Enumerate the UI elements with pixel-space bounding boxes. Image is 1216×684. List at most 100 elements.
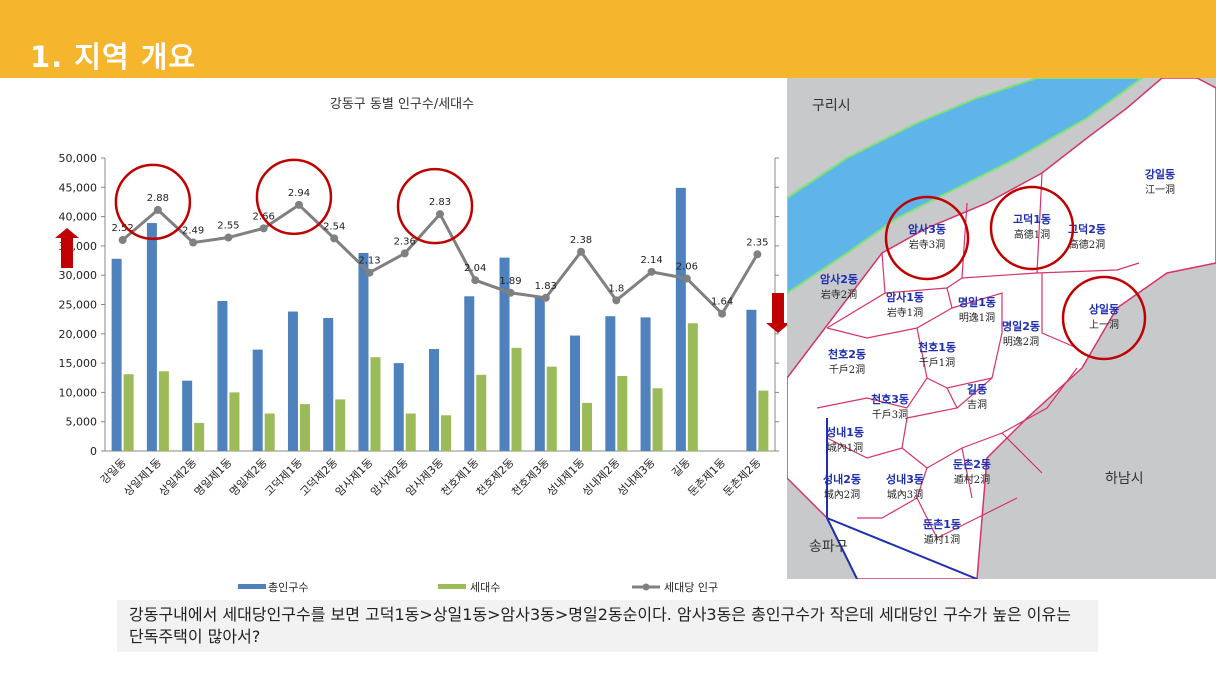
city-label-guri: 구리시 [812, 98, 851, 114]
y-tick-label: 15,000 [59, 357, 98, 370]
line-point [259, 224, 268, 233]
legend-swatch-households [438, 584, 466, 589]
bar-total-population [287, 311, 298, 451]
map-district-name: 길동 [967, 383, 987, 396]
x-tick-label: 고덕제2동 [298, 456, 341, 499]
map-district-hanja: 城內3洞 [887, 489, 923, 501]
line-data-label: 2.52 [111, 223, 133, 234]
bar-households [123, 374, 134, 451]
map-highlight-circle [1061, 275, 1147, 361]
line-point [400, 249, 409, 258]
bar-households [582, 402, 593, 451]
map-district-name: 천호2동 [828, 347, 866, 361]
line-data-label: 1.83 [535, 281, 557, 292]
map-district-hanja: 城內2洞 [824, 489, 860, 501]
line-data-label: 1.64 [711, 297, 733, 308]
bar-households [299, 404, 310, 451]
line-data-label: 2.88 [147, 193, 169, 204]
line-point [718, 309, 727, 318]
map-district-name: 천호1동 [918, 340, 956, 354]
x-tick-label: 강일동 [97, 455, 128, 486]
y-tick-label: 40,000 [59, 211, 98, 224]
line-point [365, 268, 374, 277]
arrow-up-icon [55, 228, 79, 268]
bar-households [370, 357, 381, 451]
line-data-label: 2.49 [182, 226, 204, 237]
map-district-hanja: 吉洞 [967, 399, 987, 411]
x-tick-label: 상일제1동 [121, 455, 164, 498]
y-tick-label: 30,000 [59, 269, 98, 282]
map-district-name: 명일2동 [1002, 319, 1040, 333]
map-district-hanja: 遁村2洞 [954, 473, 990, 486]
map-district-name: 명일1동 [958, 295, 996, 309]
map-district-hanja: 明逸2洞 [1003, 336, 1039, 348]
legend-label-line: 세대당 인구 [664, 581, 718, 594]
map-district-name: 성내3동 [886, 472, 924, 486]
bar-households [617, 375, 628, 451]
bar-households [546, 366, 557, 451]
line-data-label: 2.38 [570, 235, 592, 246]
map-district-hanja: 上一洞 [1089, 319, 1119, 331]
page-title: 1. 지역 개요 [30, 40, 197, 74]
y-tick-label: 50,000 [59, 152, 98, 165]
legend-label-total: 총인구수 [268, 581, 308, 594]
x-tick-label: 성내제3동 [615, 456, 658, 499]
songpa-border-lower [826, 517, 978, 579]
bar-total-population [217, 300, 228, 451]
map-district-hanja: 城內1洞 [827, 442, 863, 454]
line-point [330, 234, 339, 243]
bar-total-population [393, 363, 404, 451]
bar-households [758, 390, 769, 451]
line-data-label: 2.06 [676, 262, 698, 273]
bar-total-population [252, 349, 263, 451]
line-point [577, 247, 586, 256]
bar-total-population [746, 309, 757, 451]
bar-total-population [499, 257, 510, 451]
bar-households [264, 413, 275, 451]
bar-total-population [182, 380, 193, 451]
header-bar: 1. 지역 개요 [0, 0, 1216, 78]
y-tick-label: 25,000 [59, 299, 98, 312]
map-district-name: 고덕1동 [1013, 212, 1051, 226]
x-tick-label: 성내제1동 [544, 456, 587, 499]
city-label-hanam: 하남시 [1105, 471, 1144, 487]
map-district-name: 암사1동 [886, 290, 924, 304]
highlight-circle [396, 167, 474, 245]
highlight-circle [255, 158, 333, 236]
line-point [541, 293, 550, 302]
line-point [682, 274, 691, 283]
bar-total-population [464, 296, 475, 451]
x-tick-label: 상일제2동 [156, 455, 199, 498]
map-district-hanja: 遁村1洞 [924, 533, 960, 546]
map-district-name: 암사2동 [820, 272, 858, 286]
map-district-hanja: 千戶2洞 [829, 364, 865, 376]
bar-total-population [675, 187, 686, 452]
x-tick-label: 둔촌제2동 [721, 456, 764, 499]
line-data-label: 2.55 [217, 221, 239, 232]
line-data-label: 1.8 [608, 283, 624, 294]
caption-text: 강동구내에서 세대당인구수를 보면 고덕1동>상일1동>암사3동>명일2동순이다… [129, 605, 1071, 646]
population-chart: 강동구 동별 인구수/세대수 0 5,000 10,000 15,000 20,000 2… [55, 97, 787, 594]
line-point [506, 288, 515, 297]
bar-households [194, 422, 205, 451]
map-district-hanja: 高德2洞 [1069, 238, 1105, 251]
map-district-name: 암사3동 [908, 222, 946, 236]
line-point [153, 205, 162, 214]
line-point [612, 296, 621, 305]
y-tick-label: 10,000 [59, 386, 98, 399]
bar-total-population [358, 252, 369, 451]
map-district-name: 둔촌1동 [923, 517, 961, 531]
map-district-hanja: 岩寺3洞 [909, 238, 945, 251]
line-data-label: 2.04 [464, 263, 486, 274]
line-data-label: 2.36 [394, 236, 416, 247]
map-district-name: 성내1동 [826, 425, 864, 439]
bar-total-population [534, 296, 545, 451]
map-district-hanja: 千戶1洞 [919, 357, 955, 369]
line-data-label: 2.14 [640, 255, 662, 266]
bar-total-population [429, 349, 439, 451]
x-tick-label: 명일제2동 [226, 455, 269, 498]
caption-box: 강동구내에서 세대당인구수를 보면 고덕1동>상일1동>암사3동>명일2동순이다… [117, 600, 1098, 652]
x-tick-label: 암사제1동 [333, 456, 376, 499]
bar-total-population [111, 258, 122, 451]
bar-total-population [570, 335, 581, 451]
